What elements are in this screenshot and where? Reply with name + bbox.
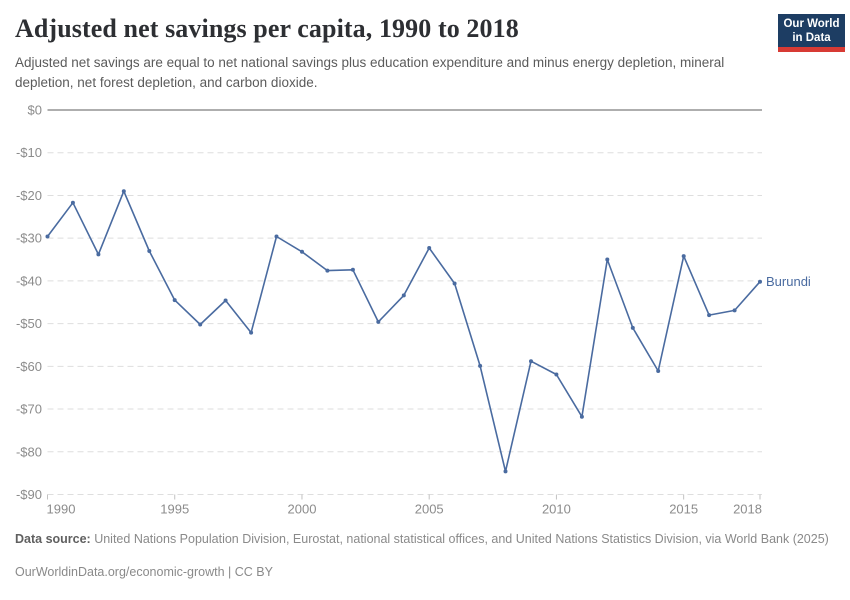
owid-logo-red-strip — [778, 47, 845, 52]
owid-url-license-line: OurWorldinData.org/economic-growth | CC … — [15, 565, 273, 579]
data-point-1995 — [172, 298, 177, 303]
data-point-2013 — [630, 325, 635, 330]
x-axis-label: 2010 — [542, 502, 571, 517]
owid-logo: Our World in Data — [778, 14, 845, 52]
data-point-2007 — [478, 363, 483, 368]
chart-footer: Data source: United Nations Population D… — [15, 531, 835, 581]
data-point-2003 — [376, 319, 381, 324]
y-axis-label: -$40 — [16, 273, 42, 288]
data-point-2018 — [758, 279, 762, 284]
data-point-1996 — [198, 322, 203, 327]
x-axis-label: 1995 — [160, 502, 189, 517]
data-point-2012 — [605, 257, 610, 262]
data-point-1997 — [223, 298, 228, 303]
chart-subtitle: Adjusted net savings are equal to net na… — [15, 55, 725, 90]
data-point-2004 — [401, 293, 406, 298]
y-axis-label: -$60 — [16, 359, 42, 374]
y-axis-label: -$80 — [16, 444, 42, 459]
data-point-2016 — [707, 313, 712, 318]
page-title: Adjusted net savings per capita, 1990 to… — [15, 14, 519, 43]
x-axis-label: 2000 — [288, 502, 317, 517]
owid-logo-line2: in Data — [792, 32, 831, 44]
line-chart: $0 -$10 -$20 -$30 -$40 -$50 -$60 -$70 -$80 -$90 19… — [16, 103, 811, 517]
data-point-1990 — [45, 234, 50, 239]
data-point-2015 — [681, 254, 686, 259]
data-source-line: Data source: United Nations Population D… — [15, 531, 835, 548]
data-point-2008 — [503, 469, 508, 474]
data-point-2002 — [350, 267, 355, 272]
data-point-1993 — [121, 189, 126, 194]
y-axis-label: -$30 — [16, 231, 42, 246]
x-axis-label: 2005 — [415, 502, 444, 517]
y-axis-label: -$50 — [16, 316, 42, 331]
x-axis-label: 2015 — [669, 502, 698, 517]
x-axis-label: 2018 — [733, 502, 762, 517]
data-point-2010 — [554, 372, 559, 377]
data-point-2000 — [300, 249, 304, 254]
data-point-2005 — [427, 246, 432, 250]
data-point-2001 — [325, 268, 330, 273]
x-axis-label: 1990 — [47, 502, 76, 517]
data-point-2017 — [732, 308, 737, 313]
y-axis-label: -$20 — [16, 188, 42, 203]
data-point-1999 — [274, 234, 279, 239]
data-point-2009 — [529, 359, 533, 364]
data-source-label: Data source: — [15, 532, 91, 546]
y-axis-label: -$90 — [16, 487, 42, 502]
owid-logo-box: Our World in Data — [778, 14, 845, 47]
data-point-1994 — [147, 249, 152, 253]
y-axis-label: -$10 — [16, 145, 42, 160]
data-source-text: United Nations Population Division, Euro… — [90, 532, 829, 546]
y-axis-label: $0 — [28, 103, 42, 118]
data-point-1992 — [96, 252, 101, 257]
data-point-2011 — [579, 414, 584, 419]
series-line-burundi — [46, 190, 761, 473]
data-point-1998 — [249, 330, 254, 335]
series-label-burundi: Burundi — [766, 274, 811, 289]
data-point-1991 — [70, 200, 75, 205]
data-point-2014 — [656, 369, 661, 373]
data-point-2006 — [452, 281, 457, 286]
y-axis-label: -$70 — [16, 402, 42, 417]
owid-logo-line1: Our World — [783, 18, 840, 30]
